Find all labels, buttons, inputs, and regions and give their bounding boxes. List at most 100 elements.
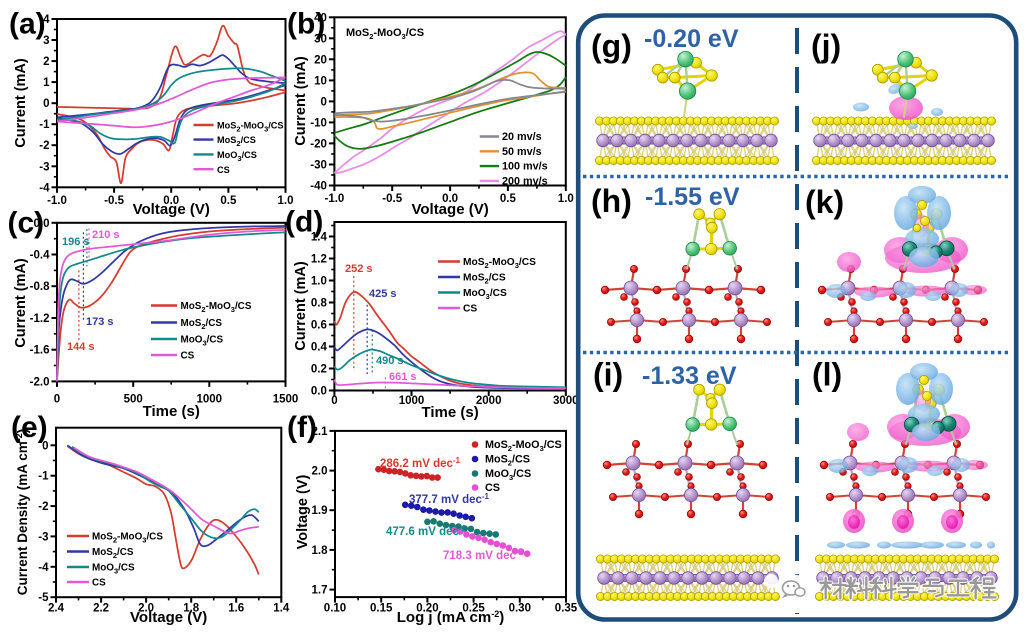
- svg-text:-1: -1: [39, 119, 50, 131]
- svg-text:2.4: 2.4: [48, 603, 65, 615]
- svg-text:0.0: 0.0: [34, 218, 50, 230]
- svg-text:3000: 3000: [553, 395, 579, 407]
- svg-text:-1.2: -1.2: [30, 313, 50, 325]
- svg-text:0.35: 0.35: [555, 603, 578, 615]
- svg-text:100 mv/s: 100 mv/s: [502, 161, 548, 173]
- svg-text:1.6: 1.6: [228, 603, 244, 615]
- svg-text:(c): (c): [8, 207, 45, 240]
- svg-text:2: 2: [43, 56, 49, 68]
- svg-text:0.30: 0.30: [509, 603, 531, 615]
- svg-text:-2: -2: [38, 501, 48, 513]
- svg-text:CS: CS: [92, 578, 106, 589]
- svg-text:2.2: 2.2: [93, 603, 109, 615]
- svg-text:0.20: 0.20: [416, 603, 438, 615]
- svg-text:MoS2-MoO3/CS: MoS2-MoO3/CS: [485, 439, 562, 453]
- svg-text:-1.6: -1.6: [30, 345, 50, 357]
- svg-text:0: 0: [320, 96, 326, 108]
- svg-text:1.8: 1.8: [312, 545, 329, 557]
- svg-text:477.6 mV dec-1: 477.6 mV dec-1: [386, 524, 467, 538]
- svg-text:(e): (e): [11, 411, 48, 444]
- svg-text:1.0: 1.0: [558, 193, 574, 205]
- svg-text:(b): (b): [287, 8, 325, 41]
- svg-text:40: 40: [314, 12, 327, 24]
- svg-text:(i): (i): [593, 357, 623, 393]
- svg-text:144 s: 144 s: [67, 341, 95, 353]
- svg-text:286.2 mV dec-1: 286.2 mV dec-1: [380, 456, 461, 470]
- svg-text:-20: -20: [310, 138, 327, 150]
- svg-text:0.5: 0.5: [220, 195, 237, 207]
- svg-text:3: 3: [43, 35, 49, 47]
- svg-text:490 s: 490 s: [376, 355, 404, 367]
- svg-text:1.0: 1.0: [278, 195, 294, 207]
- svg-text:Current (mA): Current (mA): [293, 261, 309, 351]
- svg-text:MoO3/CS: MoO3/CS: [485, 468, 531, 482]
- svg-text:200 mv/s: 200 mv/s: [502, 176, 548, 188]
- svg-text:(l): (l): [812, 357, 842, 393]
- svg-text:(j): (j): [811, 28, 841, 64]
- svg-text:252 s: 252 s: [345, 263, 373, 275]
- svg-text:1.8: 1.8: [183, 603, 200, 615]
- svg-text:0.5: 0.5: [500, 193, 517, 205]
- svg-text:20 mv/s: 20 mv/s: [502, 131, 542, 143]
- svg-text:Voltage (V): Voltage (V): [133, 201, 210, 218]
- svg-text:0.8: 0.8: [311, 298, 328, 310]
- svg-text:0.4: 0.4: [311, 342, 328, 354]
- svg-text:0.0: 0.0: [311, 386, 327, 398]
- svg-text:-4: -4: [38, 562, 49, 574]
- svg-text:0.2: 0.2: [311, 364, 327, 376]
- svg-text:425 s: 425 s: [369, 288, 397, 300]
- svg-text:-2.0: -2.0: [30, 376, 50, 388]
- svg-text:Time (s): Time (s): [421, 404, 478, 421]
- svg-text:50 mv/s: 50 mv/s: [502, 146, 542, 158]
- svg-text:661 s: 661 s: [389, 371, 417, 383]
- svg-text:2.1: 2.1: [312, 426, 329, 438]
- svg-text:0.0: 0.0: [442, 193, 458, 205]
- svg-text:4: 4: [43, 14, 50, 26]
- svg-text:1.0: 1.0: [311, 276, 327, 288]
- svg-text:MoS2-MoO3/CS: MoS2-MoO3/CS: [346, 27, 424, 41]
- svg-text:-1.0: -1.0: [324, 193, 344, 205]
- svg-text:MoO3/CS: MoO3/CS: [92, 563, 135, 576]
- svg-text:1000: 1000: [197, 394, 223, 406]
- svg-text:MoS2-MoO3/CS: MoS2-MoO3/CS: [463, 257, 536, 270]
- svg-text:1.7: 1.7: [312, 585, 328, 597]
- svg-text:MoS2-MoO3/CS: MoS2-MoO3/CS: [217, 121, 284, 134]
- svg-text:-1.0: -1.0: [47, 195, 67, 207]
- svg-text:(f): (f): [287, 411, 317, 444]
- svg-text:0.0: 0.0: [163, 195, 179, 207]
- svg-text:-3: -3: [38, 531, 48, 543]
- svg-text:-4: -4: [39, 182, 50, 194]
- svg-text:(d): (d): [285, 206, 323, 239]
- svg-text:Log j (mA cm-2): Log j (mA cm-2): [397, 609, 504, 626]
- svg-text:0.10: 0.10: [324, 603, 346, 615]
- svg-text:0.25: 0.25: [462, 603, 485, 615]
- svg-text:2.0: 2.0: [312, 466, 328, 478]
- svg-text:CS: CS: [485, 482, 500, 494]
- svg-text:Time (s): Time (s): [143, 403, 200, 420]
- svg-text:Voltage (V): Voltage (V): [130, 609, 207, 626]
- svg-text:Current (mA): Current (mA): [13, 258, 29, 348]
- svg-text:Current Density (mA cm-2): Current Density (mA cm-2): [14, 429, 30, 596]
- svg-text:0: 0: [54, 394, 60, 406]
- svg-text:210 s: 210 s: [92, 229, 120, 241]
- svg-text:(h): (h): [591, 183, 632, 219]
- svg-text:Voltage (V): Voltage (V): [411, 201, 488, 218]
- svg-text:MoO3/CS: MoO3/CS: [463, 288, 507, 301]
- svg-text:1.4: 1.4: [311, 232, 328, 244]
- svg-text:20: 20: [314, 54, 327, 66]
- svg-text:377.7 mV dec-1: 377.7 mV dec-1: [409, 492, 490, 506]
- svg-text:MoS2/CS: MoS2/CS: [181, 318, 223, 331]
- svg-text:1.9: 1.9: [312, 505, 328, 517]
- svg-text:196 s: 196 s: [62, 236, 90, 248]
- svg-text:-10: -10: [310, 117, 327, 129]
- svg-text:-1.33 eV: -1.33 eV: [642, 362, 737, 390]
- svg-text:1.2: 1.2: [311, 254, 327, 266]
- svg-text:1.4: 1.4: [273, 603, 290, 615]
- svg-text:-3: -3: [39, 161, 49, 173]
- svg-text:(g): (g): [591, 28, 632, 64]
- svg-text:0: 0: [43, 98, 49, 110]
- svg-text:MoS2/CS: MoS2/CS: [485, 454, 530, 468]
- svg-text:-30: -30: [310, 160, 327, 172]
- svg-text:(k): (k): [805, 184, 844, 220]
- svg-text:Voltage (V): Voltage (V): [295, 475, 311, 550]
